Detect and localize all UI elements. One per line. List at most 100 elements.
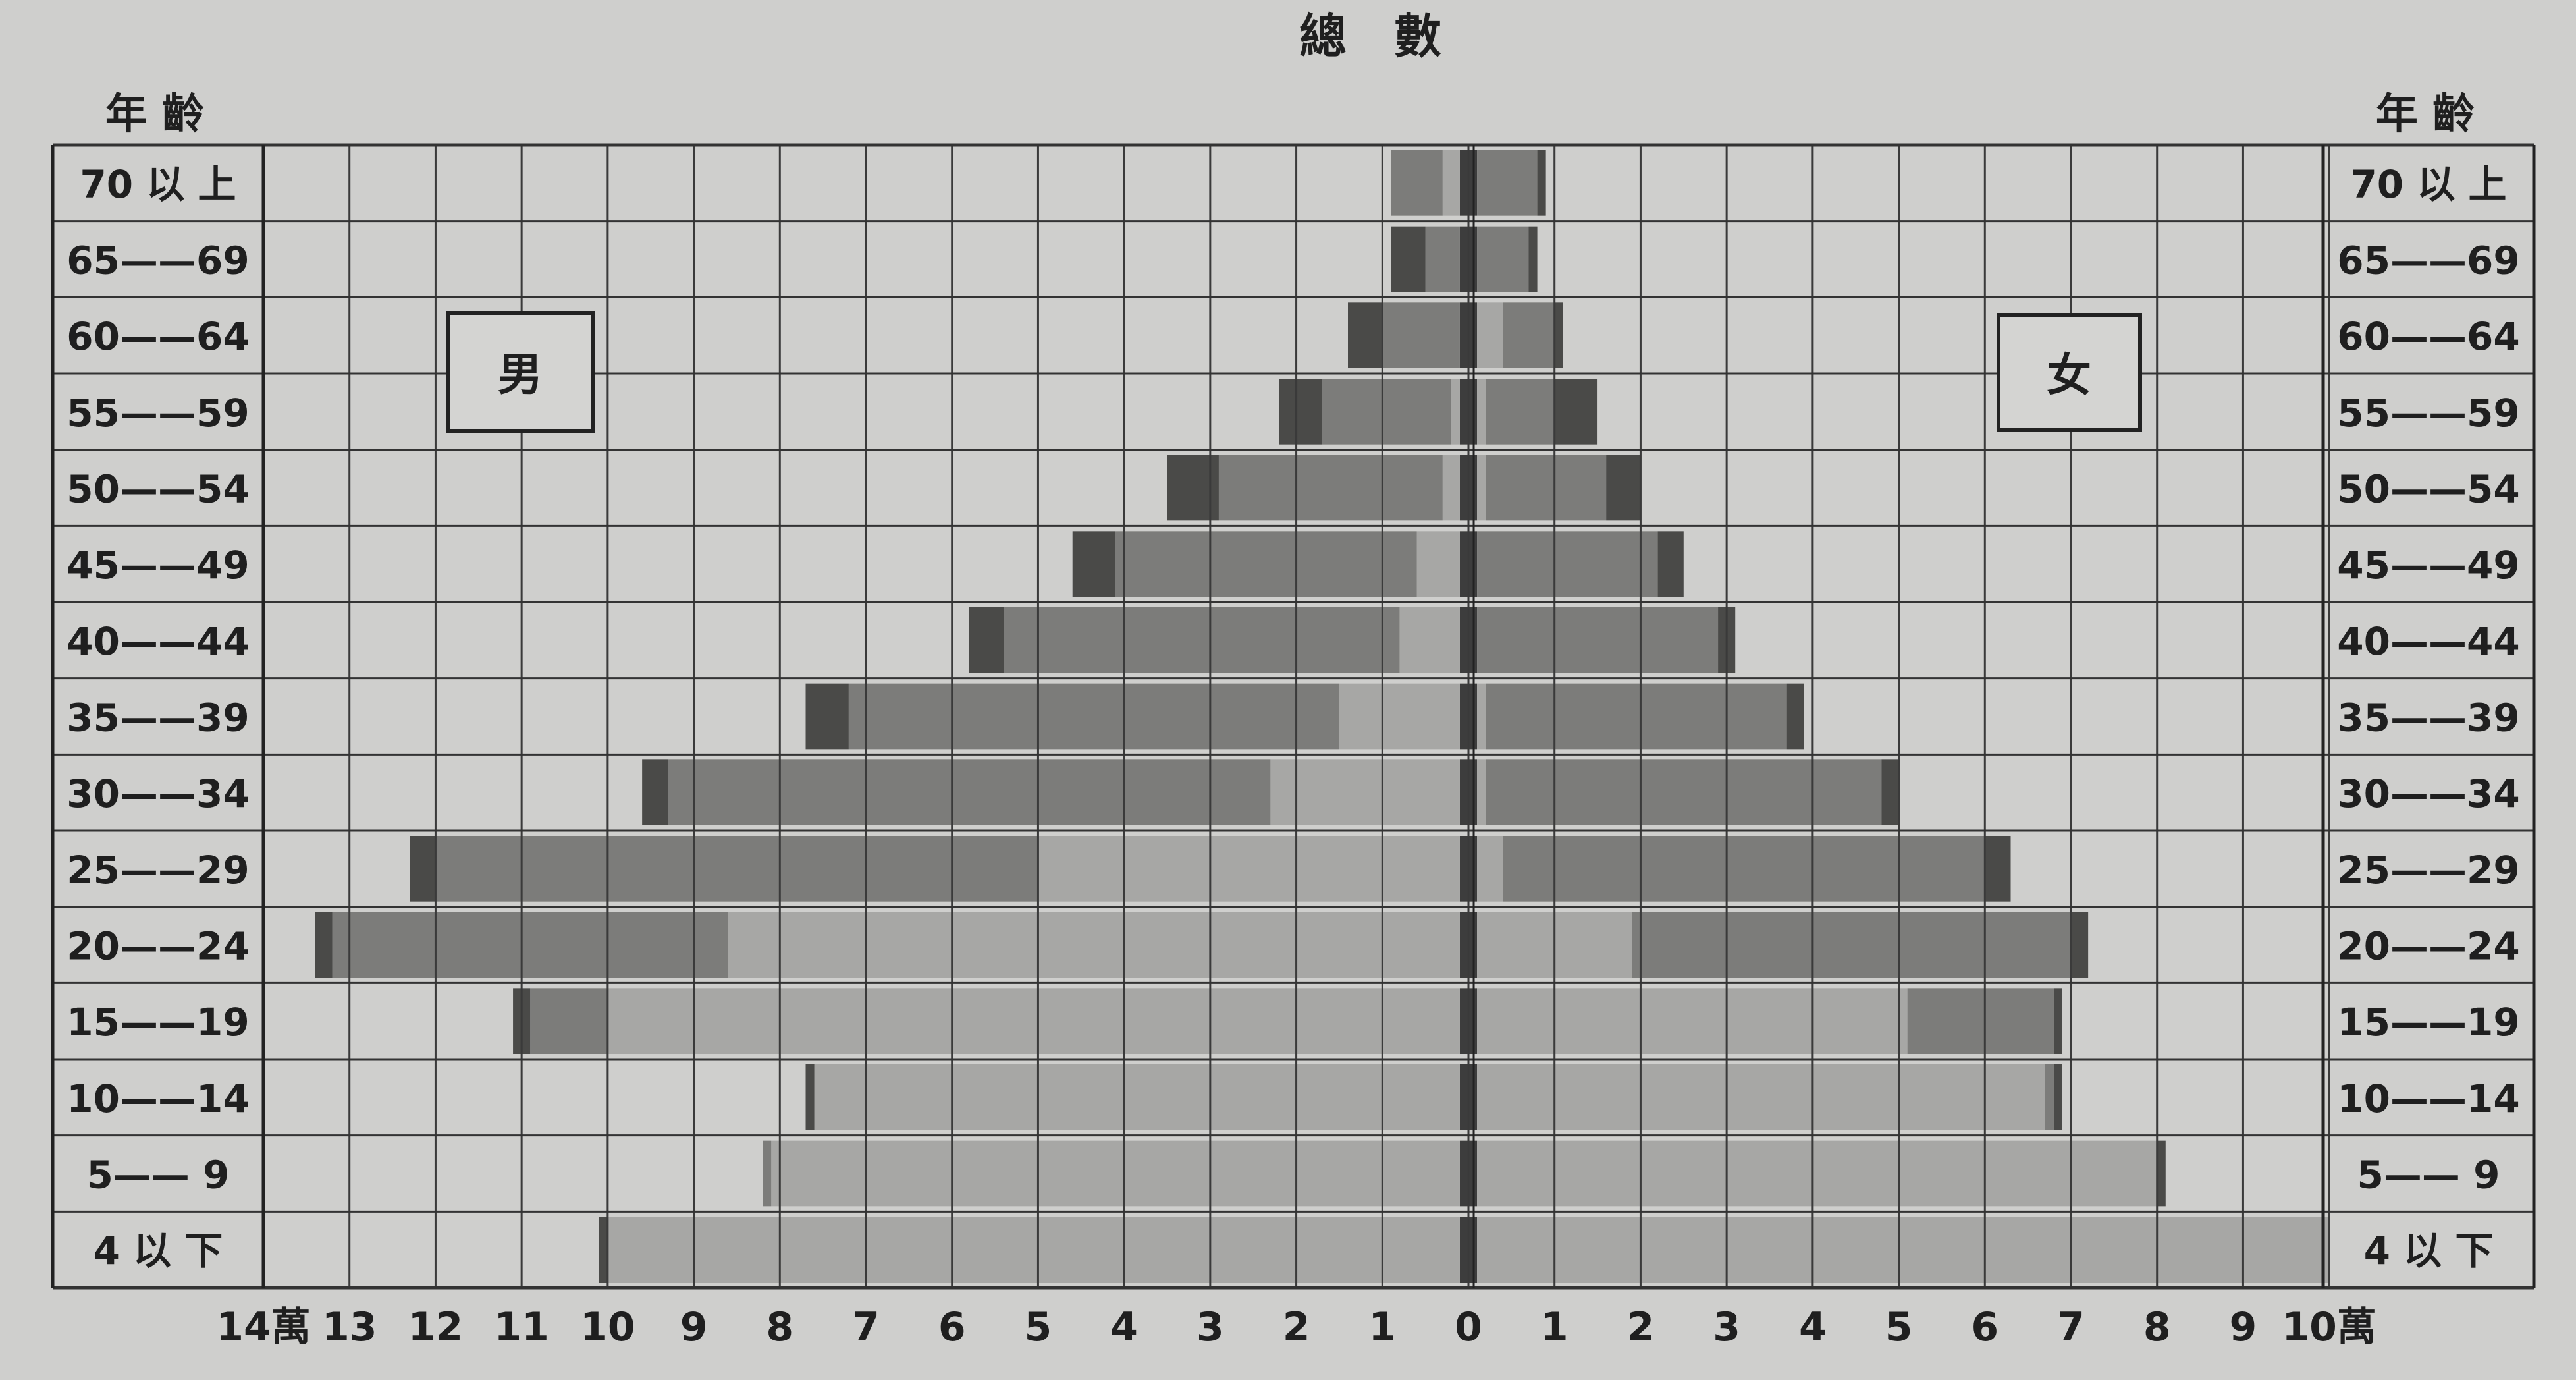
bar-segment: [1459, 759, 1468, 825]
x-tick-label-female: 10萬: [2282, 1304, 2376, 1350]
age-label-left: 15——19: [67, 1000, 249, 1045]
bar-segment: [1477, 1140, 2157, 1207]
bar-segment: [1477, 988, 1908, 1054]
bar-segment: [1606, 455, 1641, 521]
bar-segment: [1486, 379, 1555, 445]
bar-segment: [763, 1140, 772, 1207]
bar-segment: [530, 988, 608, 1054]
bar-segment: [1416, 531, 1460, 597]
bar-segment: [1477, 150, 1538, 216]
bar-segment: [1477, 455, 1486, 521]
bar-segment: [1537, 150, 1546, 216]
x-tick-label-male: 14萬: [216, 1304, 311, 1350]
age-label-left: 20——24: [67, 924, 249, 969]
x-tick-label-male: 2: [1283, 1304, 1310, 1350]
male-label: 男: [498, 349, 543, 401]
x-tick-label-female: 1: [1541, 1304, 1569, 1350]
age-label-right: 50——54: [2337, 467, 2519, 512]
x-tick-label-female: 9: [2230, 1304, 2257, 1350]
bar-segment: [814, 1064, 1460, 1130]
bar-segment: [1528, 226, 1538, 292]
bar-segment: [805, 1064, 815, 1130]
age-label-left: 45——49: [67, 543, 249, 588]
bar-segment: [1477, 836, 1503, 902]
bar-segment: [1459, 912, 1468, 978]
bar-segment: [1451, 379, 1460, 445]
age-label-left: 50——54: [67, 467, 249, 512]
bar-segment: [1459, 226, 1468, 292]
bar-segment: [1459, 379, 1468, 445]
bar-segment: [1004, 607, 1400, 673]
bar-segment: [1459, 988, 1468, 1054]
x-tick-label-female: 2: [1627, 1304, 1655, 1350]
bar-segment: [2157, 1140, 2166, 1207]
bar-segment: [668, 759, 1271, 825]
bar-segment: [1477, 759, 1486, 825]
bar-segment: [1442, 455, 1460, 521]
bar-segment: [1632, 912, 2071, 978]
age-label-right: 25——29: [2337, 848, 2519, 893]
bar-segment: [1477, 1217, 2330, 1283]
x-tick-label-male: 5: [1025, 1304, 1052, 1350]
age-label-left: 40——44: [67, 619, 249, 664]
female-legend-box: 女: [1997, 313, 2142, 432]
bar-segment: [332, 912, 728, 978]
bar-segment: [1477, 531, 1658, 597]
x-tick-label-male: 1: [1368, 1304, 1396, 1350]
bar-segment: [1907, 988, 2054, 1054]
bar-segment: [728, 912, 1460, 978]
bar-segment: [1477, 379, 1486, 445]
bar-segment: [1554, 302, 1563, 368]
bar-segment: [1503, 302, 1555, 368]
bar-segment: [607, 988, 1460, 1054]
bar-segment: [1459, 1217, 1468, 1283]
age-axis-label-right: 年 齡: [2376, 90, 2475, 139]
age-label-left: 60——64: [67, 314, 249, 359]
bar-segment: [1459, 150, 1468, 216]
x-tick-label-female: 5: [1885, 1304, 1913, 1350]
age-label-right: 35——39: [2337, 696, 2519, 740]
age-label-right: 10——14: [2337, 1076, 2519, 1121]
age-axis-label-left: 年 齡: [105, 90, 204, 139]
bar-segment: [1477, 607, 1719, 673]
bar-segment: [2053, 988, 2062, 1054]
age-label-right: 4 以 下: [2364, 1228, 2494, 1273]
x-tick-label-female: 6: [1971, 1304, 1999, 1350]
bar-segment: [1442, 150, 1460, 216]
x-tick-label-male: 13: [322, 1304, 377, 1350]
bar-segment: [1391, 226, 1426, 292]
bar-segment: [1459, 455, 1468, 521]
age-label-left: 35——39: [67, 696, 249, 740]
bar-segment: [1459, 531, 1468, 597]
age-label-left: 25——29: [67, 848, 249, 893]
chart-title: 總 數: [1299, 9, 1441, 64]
x-tick-label-male: 3: [1196, 1304, 1224, 1350]
bar-segment: [805, 683, 849, 750]
female-label: 女: [2047, 350, 2091, 402]
bar-segment: [1477, 302, 1503, 368]
bar-segment: [1218, 455, 1443, 521]
x-tick-label-male: 8: [766, 1304, 793, 1350]
bar-segment: [1459, 836, 1468, 902]
bar-segment: [1382, 302, 1460, 368]
bar-segment: [642, 759, 668, 825]
age-label-right: 30——34: [2337, 771, 2519, 816]
bar-segment: [1391, 150, 1443, 216]
age-label-left: 70 以 上: [80, 162, 236, 207]
bar-segment: [2045, 1064, 2054, 1130]
bar-segment: [969, 607, 1004, 673]
age-label-right: 20——24: [2337, 924, 2519, 969]
bar-segment: [1881, 759, 1899, 825]
bar-segment: [848, 683, 1339, 750]
age-label-left: 30——34: [67, 771, 249, 816]
bar-segment: [1786, 683, 1804, 750]
bar-segment: [1459, 1064, 1468, 1130]
bar-segment: [1477, 1064, 2045, 1130]
bar-segment: [1477, 683, 1486, 750]
bar-segment: [1657, 531, 1684, 597]
age-label-left: 5—— 9: [87, 1153, 230, 1198]
bar-segment: [410, 836, 436, 902]
x-tick-label-female: 3: [1713, 1304, 1740, 1350]
bar-segment: [315, 912, 333, 978]
